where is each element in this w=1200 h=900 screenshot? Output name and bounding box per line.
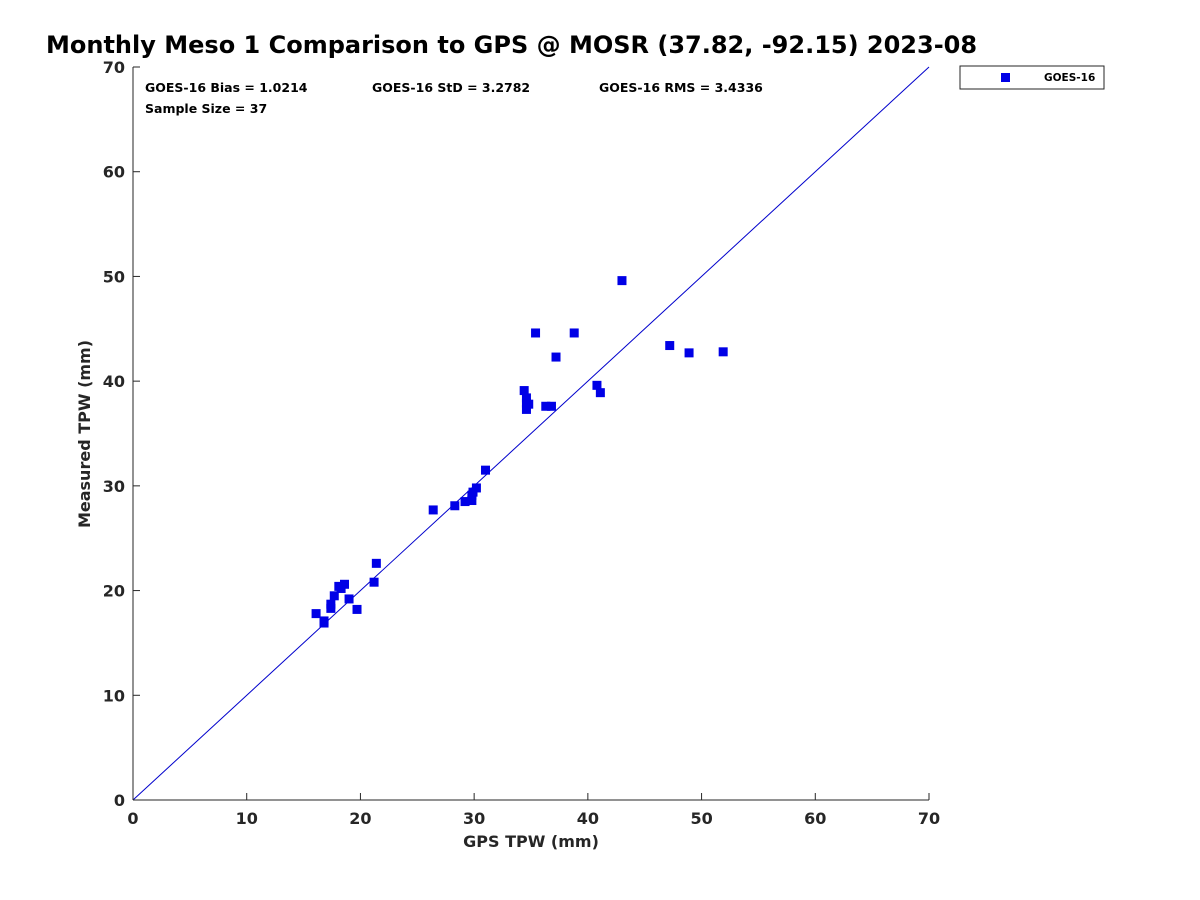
data-points — [311, 276, 728, 628]
data-point-goes-16 — [468, 487, 478, 497]
data-point-goes-16 — [665, 341, 675, 351]
data-point-goes-16 — [521, 398, 531, 408]
data-point-goes-16 — [369, 577, 379, 587]
x-tick-label: 50 — [690, 809, 712, 828]
data-point-goes-16 — [428, 505, 438, 515]
stats-annotations: GOES-16 Bias = 1.0214 GOES-16 StD = 3.27… — [145, 80, 763, 116]
sample-size-annotation: Sample Size = 37 — [145, 101, 267, 116]
x-tick-label: 10 — [236, 809, 258, 828]
legend: GOES-16 — [959, 65, 1105, 90]
y-tick-label: 30 — [103, 477, 125, 496]
data-point-goes-16 — [329, 591, 339, 601]
y-tick-label: 60 — [103, 163, 125, 182]
y-tick-label: 40 — [103, 372, 125, 391]
x-tick-label: 20 — [349, 809, 371, 828]
y-tick-label: 50 — [103, 267, 125, 286]
legend-marker-goes-16 — [1001, 73, 1010, 82]
data-point-goes-16 — [319, 616, 329, 626]
data-point-goes-16 — [481, 465, 491, 475]
data-point-goes-16 — [460, 497, 470, 507]
data-point-goes-16 — [521, 404, 531, 414]
data-point-goes-16 — [311, 609, 321, 619]
data-point-goes-16 — [352, 604, 362, 614]
y-tick-label: 70 — [103, 58, 125, 77]
y-tick-label: 10 — [103, 686, 125, 705]
data-point-goes-16 — [521, 393, 531, 403]
x-tick-label: 30 — [463, 809, 485, 828]
data-point-goes-16 — [569, 328, 579, 338]
chart-title: Monthly Meso 1 Comparison to GPS @ MOSR … — [46, 31, 977, 59]
y-axis-label: Measured TPW (mm) — [75, 340, 94, 528]
data-point-goes-16 — [718, 347, 728, 357]
data-point-goes-16 — [531, 328, 541, 338]
x-tick-label: 0 — [127, 809, 138, 828]
std-annotation: GOES-16 StD = 3.2782 — [372, 80, 530, 95]
legend-label-goes-16: GOES-16 — [1044, 72, 1095, 84]
data-point-goes-16 — [551, 352, 561, 362]
legend-box — [959, 65, 1105, 90]
y-axis-ticks: 0 10 20 30 40 50 60 70 — [103, 58, 140, 810]
x-axis-label: GPS TPW (mm) — [463, 832, 599, 851]
data-point-goes-16 — [336, 583, 346, 593]
data-point-goes-16 — [519, 386, 529, 396]
one-to-one-reference-line — [132, 66, 930, 801]
x-tick-label: 60 — [804, 809, 826, 828]
data-point-goes-16 — [344, 594, 354, 604]
x-tick-label: 40 — [577, 809, 599, 828]
data-point-goes-16 — [617, 276, 627, 286]
bias-annotation: GOES-16 Bias = 1.0214 — [145, 80, 308, 95]
plot-area — [132, 66, 930, 801]
y-tick-label: 20 — [103, 582, 125, 601]
data-point-goes-16 — [467, 496, 477, 506]
data-point-goes-16 — [371, 558, 381, 568]
data-point-goes-16 — [684, 348, 694, 358]
data-point-goes-16 — [546, 401, 556, 411]
data-point-goes-16 — [592, 380, 602, 390]
y-tick-label: 0 — [114, 791, 125, 810]
rms-annotation: GOES-16 RMS = 3.4336 — [599, 80, 763, 95]
data-point-goes-16 — [326, 599, 336, 609]
x-tick-label: 70 — [918, 809, 940, 828]
data-point-goes-16 — [595, 388, 605, 398]
data-point-goes-16 — [450, 501, 460, 511]
data-point-goes-16 — [541, 401, 551, 411]
x-axis-ticks: 0 10 20 30 40 50 60 70 — [127, 793, 940, 828]
